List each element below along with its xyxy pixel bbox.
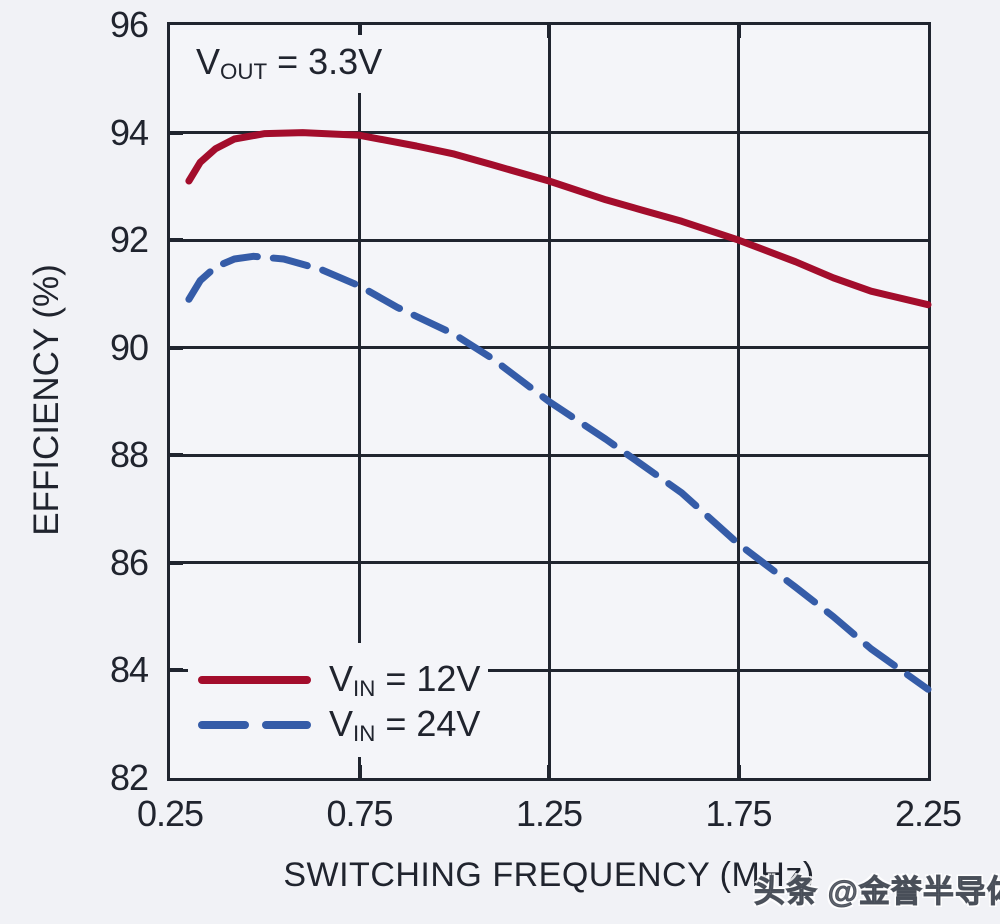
x-tick-mark-top xyxy=(736,25,741,38)
vout-annotation-pre: V xyxy=(196,41,221,82)
curve-vin-12v xyxy=(185,129,932,309)
legend-item-vin-24v: VIN = 24V xyxy=(198,702,488,747)
gridline-vertical xyxy=(737,25,740,778)
y-tick-mark xyxy=(170,130,183,135)
y-tick-label: 94 xyxy=(109,111,149,153)
y-tick-label: 82 xyxy=(109,757,149,798)
x-tick-label: 1.25 xyxy=(515,793,583,834)
y-tick-mark xyxy=(170,453,183,458)
legend-label-pre: V xyxy=(329,702,354,744)
vout-annotation-post: = 3.3V xyxy=(267,41,383,82)
legend-label-pre: V xyxy=(329,657,354,699)
legend-label-vin-24v: VIN = 24V xyxy=(329,703,480,747)
x-tick-label: 1.75 xyxy=(705,793,772,834)
x-tick-mark-bottom xyxy=(357,765,362,778)
gridline-vertical xyxy=(358,25,361,778)
legend-line-dashed-icon xyxy=(198,720,311,729)
legend-label-post: = 24V xyxy=(375,702,481,744)
legend: VIN = 12V VIN = 24V xyxy=(188,643,488,757)
curve-vin-24v xyxy=(185,252,932,693)
vout-annotation-sub: OUT xyxy=(220,58,268,84)
legend-label-vin-12v: VIN = 12V xyxy=(329,658,480,702)
y-tick-mark xyxy=(170,668,183,673)
x-tick-label: 0.75 xyxy=(326,793,393,834)
x-tick-mark-bottom xyxy=(736,765,741,778)
curves-layer xyxy=(185,129,932,693)
legend-label-post: = 12V xyxy=(375,657,481,699)
y-axis-title: EFFICIENCY (%) xyxy=(27,264,66,536)
x-axis-title: SWITCHING FREQUENCY (MHz) xyxy=(283,856,815,894)
y-tick-label: 88 xyxy=(109,434,149,476)
x-tick-mark-top xyxy=(547,25,551,38)
y-tick-label: 90 xyxy=(109,326,149,368)
y-tick-label: 96 xyxy=(109,4,149,45)
x-tick-mark-top xyxy=(357,25,362,38)
legend-line-solid-icon xyxy=(198,675,311,684)
legend-label-sub: IN xyxy=(353,675,376,701)
y-tick-mark xyxy=(170,238,183,243)
y-tick-label: 86 xyxy=(109,541,149,583)
plot-area: VOUT = 3.3V VIN = 12V VIN = 24V xyxy=(167,22,932,781)
legend-label-sub: IN xyxy=(353,720,376,746)
y-tick-label: 84 xyxy=(109,649,149,691)
x-tick-label: 0.25 xyxy=(136,793,204,834)
x-tick-mark-bottom xyxy=(547,765,551,778)
vout-annotation: VOUT = 3.3V xyxy=(186,35,395,93)
y-tick-label: 92 xyxy=(109,219,149,261)
x-tick-label: 2.25 xyxy=(894,793,962,834)
legend-item-vin-12v: VIN = 12V xyxy=(198,657,488,702)
watermark-text: 头条 @金誉半导体 xyxy=(754,874,1000,910)
y-tick-mark xyxy=(170,560,183,565)
y-tick-mark xyxy=(170,345,183,350)
